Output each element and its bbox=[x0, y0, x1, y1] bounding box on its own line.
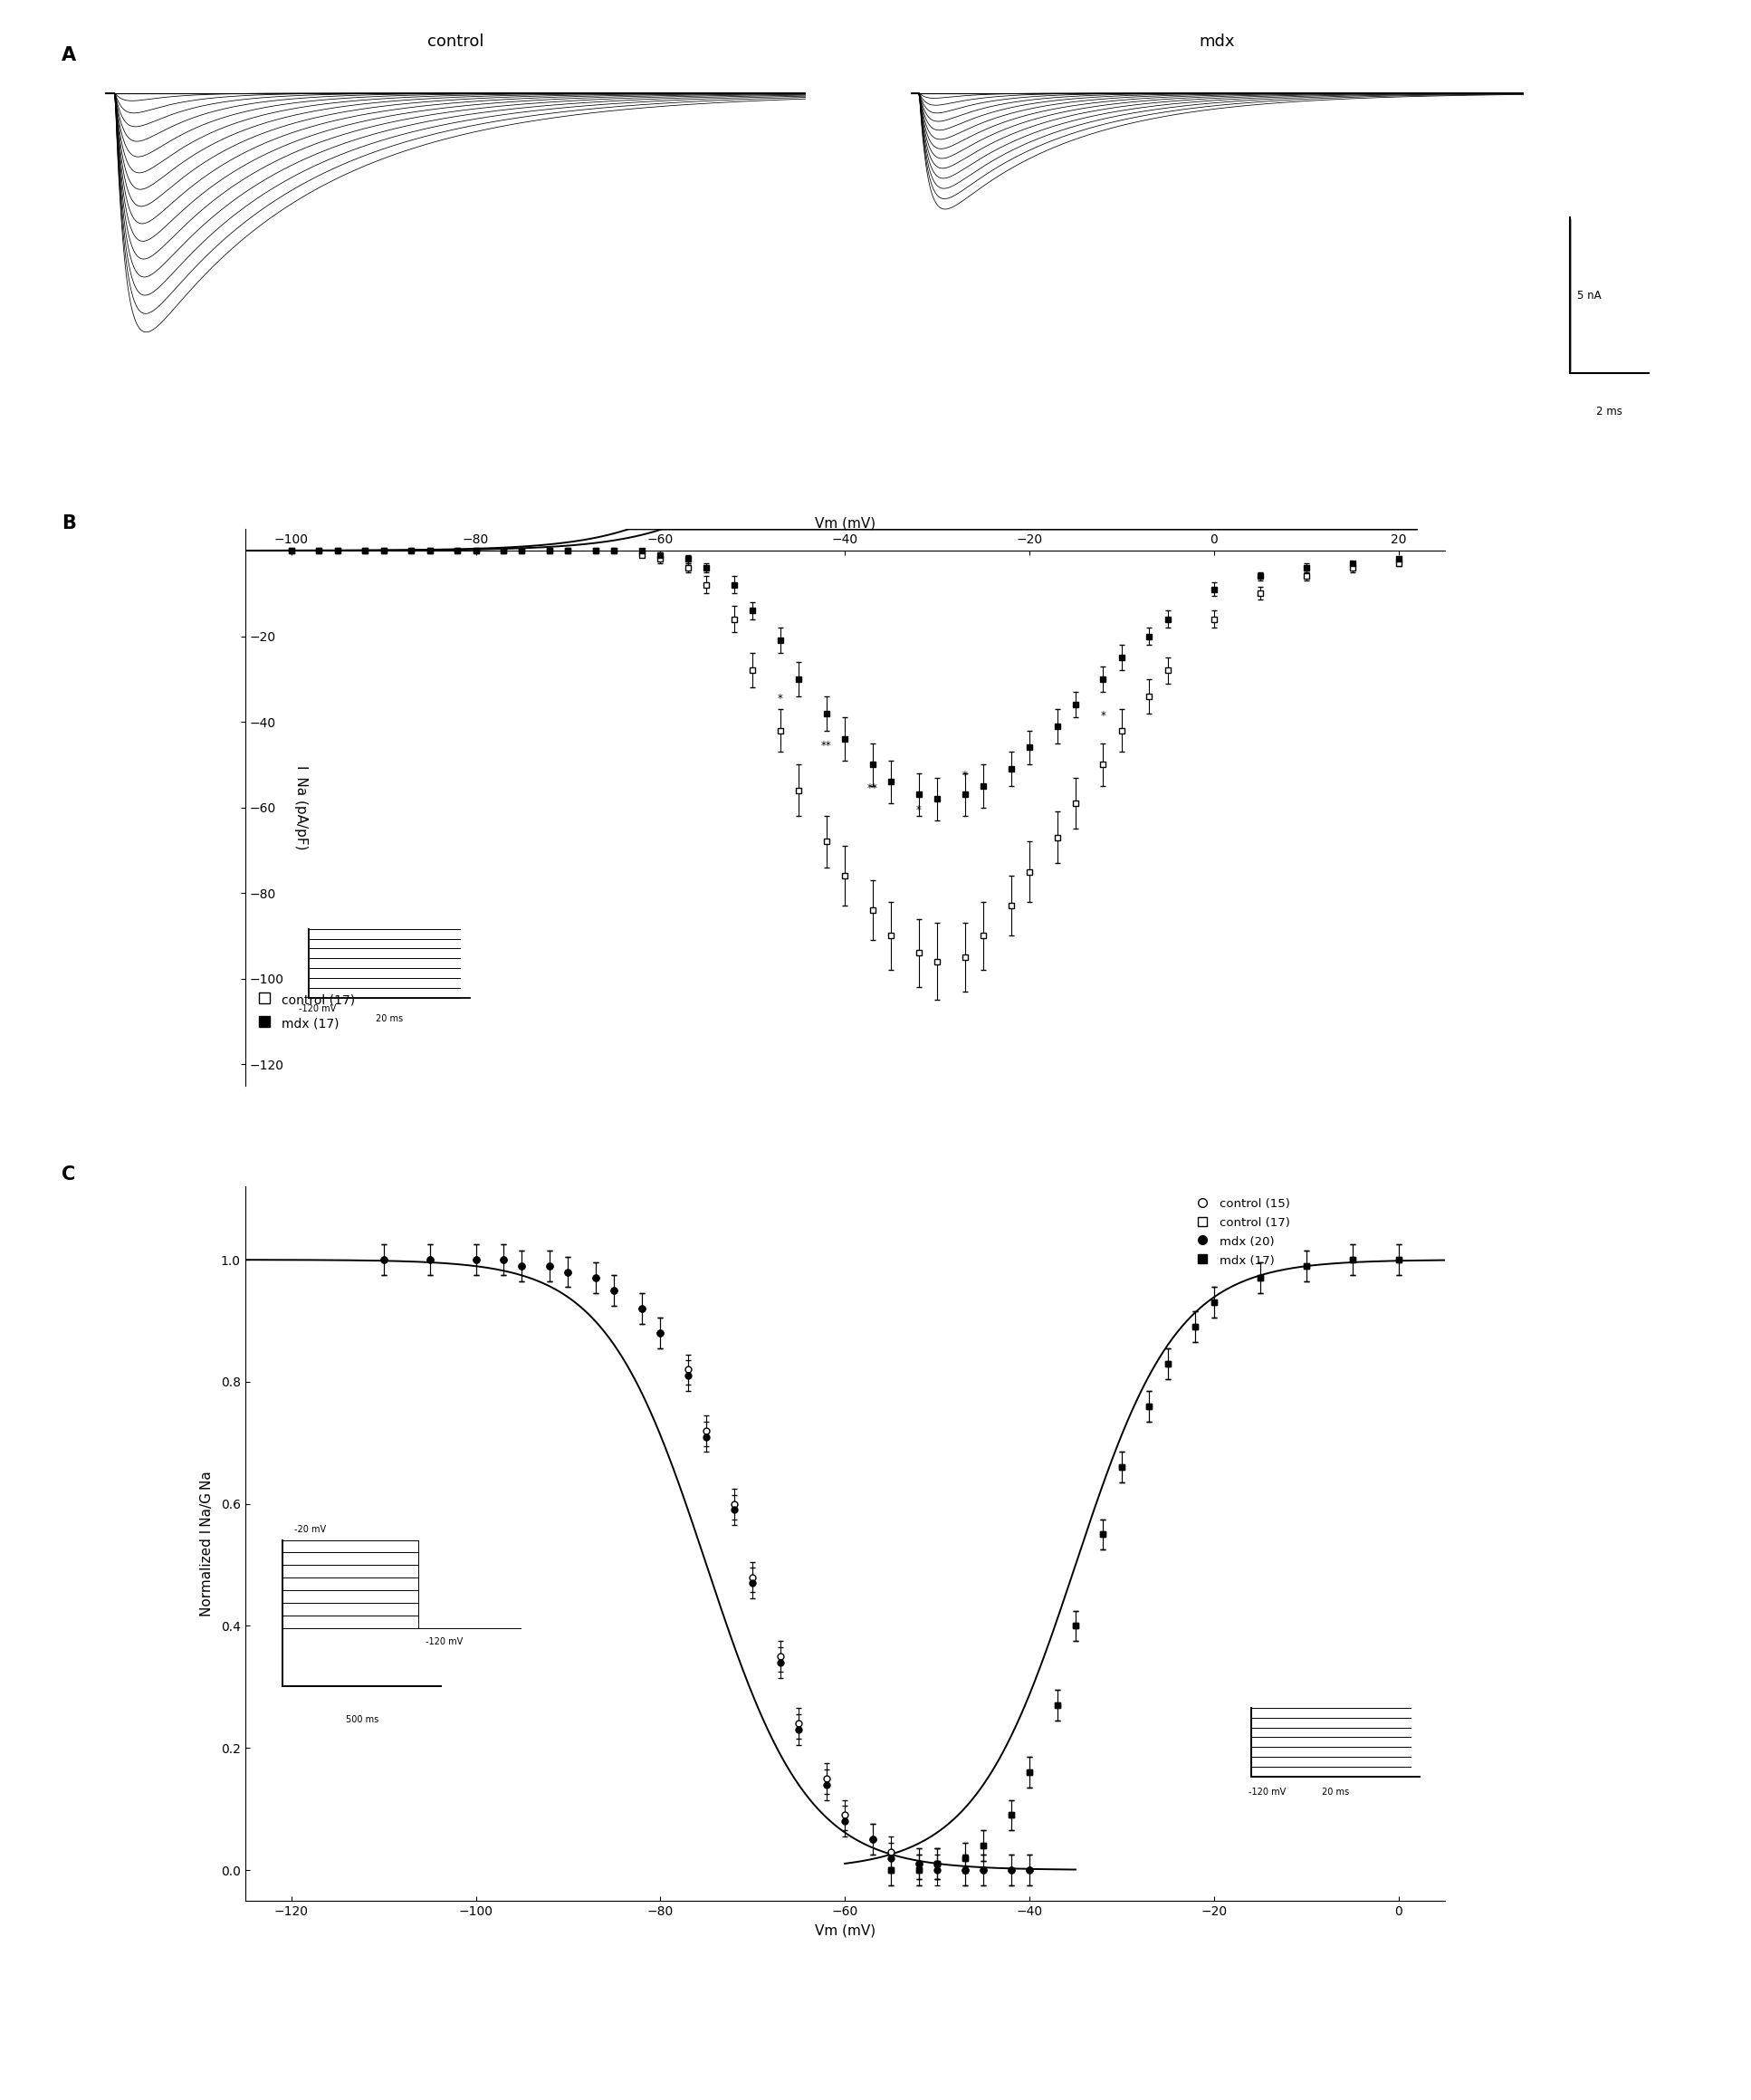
Text: C: C bbox=[61, 1166, 75, 1184]
Legend: control (17), mdx (17): control (17), mdx (17) bbox=[252, 987, 361, 1035]
Y-axis label: Normalized I Na/G Na: Normalized I Na/G Na bbox=[200, 1470, 214, 1617]
Text: -120 mV: -120 mV bbox=[1248, 1787, 1285, 1796]
Text: -120 mV: -120 mV bbox=[425, 1638, 462, 1646]
Text: 20 ms: 20 ms bbox=[1322, 1787, 1348, 1796]
Text: 20 ms: 20 ms bbox=[376, 1014, 403, 1023]
Text: 500 ms: 500 ms bbox=[345, 1716, 378, 1724]
Y-axis label: I  Na (pA/pF): I Na (pA/pF) bbox=[294, 764, 308, 850]
Text: **: ** bbox=[867, 783, 877, 794]
Text: B: B bbox=[61, 514, 75, 533]
Title: control: control bbox=[427, 34, 483, 50]
X-axis label: Vm (mV): Vm (mV) bbox=[814, 1924, 876, 1938]
Text: *: * bbox=[777, 693, 783, 706]
Text: *: * bbox=[961, 771, 968, 781]
Text: 2 ms: 2 ms bbox=[1597, 405, 1623, 418]
Text: -120 mV: -120 mV bbox=[299, 1004, 336, 1014]
Legend: control (15), control (17), mdx (20), mdx (17): control (15), control (17), mdx (20), md… bbox=[1191, 1193, 1294, 1270]
Text: **: ** bbox=[821, 739, 832, 752]
Text: -20 mV: -20 mV bbox=[294, 1525, 326, 1535]
X-axis label: Vm (mV): Vm (mV) bbox=[814, 517, 876, 529]
Text: *: * bbox=[1101, 710, 1107, 722]
Title: mdx: mdx bbox=[1199, 34, 1234, 50]
Text: A: A bbox=[61, 46, 75, 65]
Text: 5 nA: 5 nA bbox=[1578, 290, 1600, 300]
Text: *: * bbox=[916, 804, 921, 817]
